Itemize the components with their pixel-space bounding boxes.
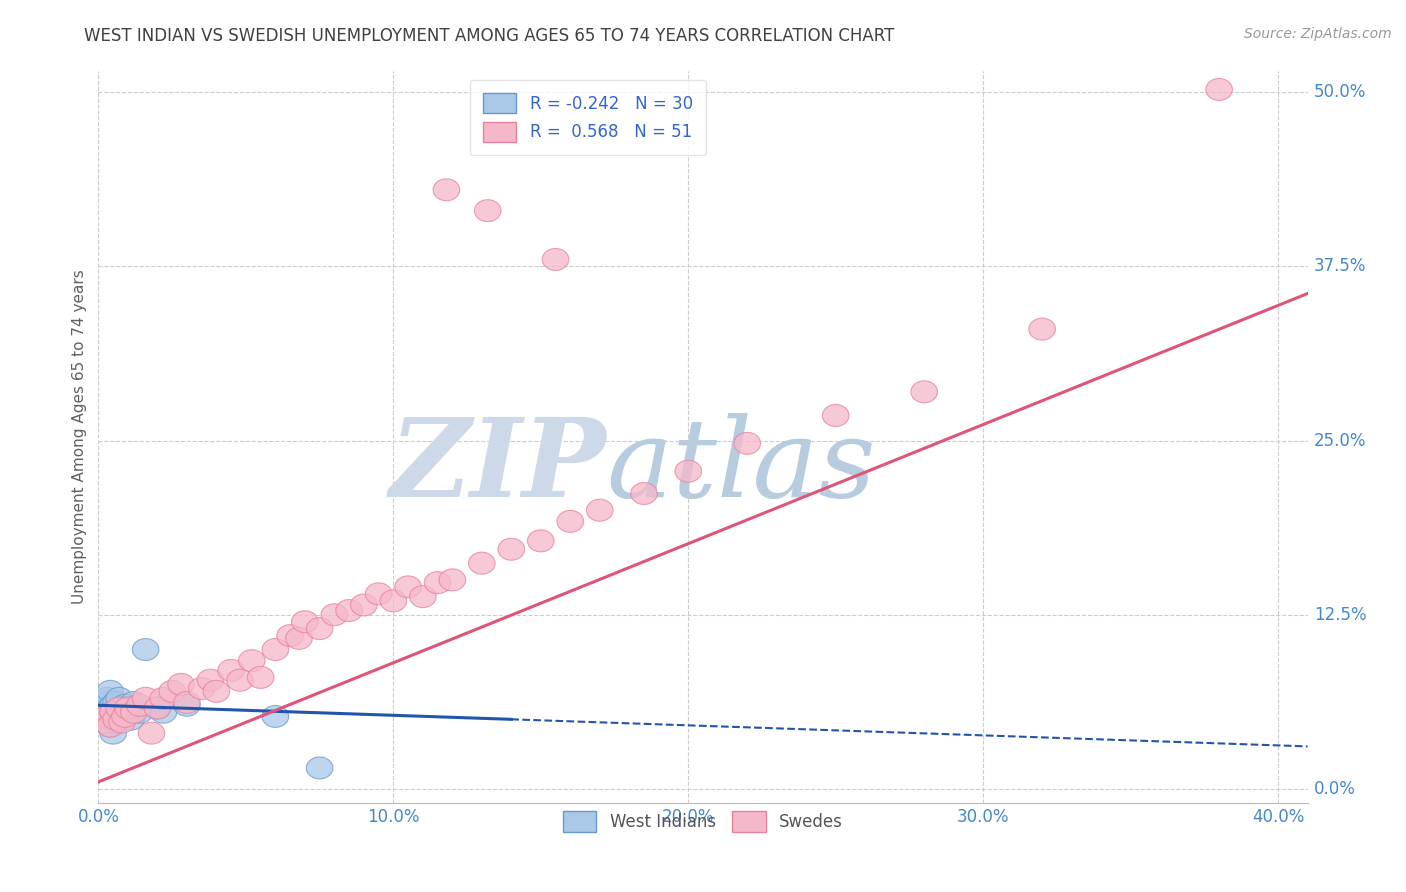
Ellipse shape (336, 599, 363, 622)
Ellipse shape (307, 617, 333, 640)
Ellipse shape (97, 715, 124, 737)
Ellipse shape (100, 701, 127, 723)
Ellipse shape (734, 433, 761, 454)
Ellipse shape (285, 627, 312, 649)
Ellipse shape (100, 706, 127, 727)
Ellipse shape (108, 706, 135, 727)
Ellipse shape (118, 708, 145, 731)
Ellipse shape (167, 673, 194, 696)
Ellipse shape (173, 694, 200, 716)
Ellipse shape (97, 681, 124, 702)
Ellipse shape (188, 678, 215, 699)
Ellipse shape (366, 582, 392, 605)
Ellipse shape (91, 691, 118, 714)
Ellipse shape (202, 681, 229, 702)
Ellipse shape (425, 572, 451, 594)
Ellipse shape (262, 706, 288, 727)
Ellipse shape (94, 701, 121, 723)
Ellipse shape (91, 708, 118, 731)
Ellipse shape (409, 586, 436, 607)
Text: ZIP: ZIP (389, 413, 606, 520)
Text: 0.0%: 0.0% (1313, 780, 1355, 797)
Ellipse shape (121, 691, 148, 714)
Text: 25.0%: 25.0% (1313, 432, 1367, 450)
Ellipse shape (103, 708, 129, 731)
Ellipse shape (100, 723, 127, 744)
Ellipse shape (103, 691, 129, 714)
Ellipse shape (100, 694, 127, 716)
Ellipse shape (132, 688, 159, 709)
Ellipse shape (150, 701, 177, 723)
Ellipse shape (159, 681, 186, 702)
Ellipse shape (111, 694, 138, 716)
Ellipse shape (143, 697, 170, 719)
Ellipse shape (321, 604, 347, 625)
Ellipse shape (527, 530, 554, 552)
Ellipse shape (97, 715, 124, 737)
Ellipse shape (105, 688, 132, 709)
Ellipse shape (91, 711, 118, 733)
Ellipse shape (468, 552, 495, 574)
Ellipse shape (150, 688, 177, 709)
Ellipse shape (103, 701, 129, 723)
Ellipse shape (127, 694, 153, 716)
Text: Source: ZipAtlas.com: Source: ZipAtlas.com (1244, 27, 1392, 41)
Ellipse shape (1206, 78, 1233, 101)
Ellipse shape (226, 669, 253, 691)
Ellipse shape (94, 706, 121, 727)
Ellipse shape (94, 688, 121, 709)
Ellipse shape (239, 649, 266, 672)
Text: 37.5%: 37.5% (1313, 258, 1367, 276)
Ellipse shape (138, 723, 165, 744)
Ellipse shape (586, 500, 613, 521)
Ellipse shape (173, 691, 200, 714)
Ellipse shape (132, 639, 159, 660)
Ellipse shape (143, 697, 170, 719)
Ellipse shape (108, 697, 135, 719)
Ellipse shape (105, 701, 132, 723)
Ellipse shape (197, 669, 224, 691)
Ellipse shape (97, 697, 124, 719)
Text: atlas: atlas (606, 413, 876, 520)
Ellipse shape (675, 460, 702, 483)
Ellipse shape (115, 697, 141, 719)
Legend: West Indians, Swedes: West Indians, Swedes (557, 805, 849, 838)
Ellipse shape (105, 697, 132, 719)
Ellipse shape (307, 757, 333, 779)
Ellipse shape (350, 594, 377, 616)
Ellipse shape (543, 249, 569, 270)
Ellipse shape (439, 569, 465, 591)
Y-axis label: Unemployment Among Ages 65 to 74 years: Unemployment Among Ages 65 to 74 years (72, 269, 87, 605)
Ellipse shape (127, 701, 153, 723)
Ellipse shape (262, 639, 288, 660)
Ellipse shape (247, 666, 274, 689)
Ellipse shape (94, 711, 121, 733)
Ellipse shape (911, 381, 938, 403)
Text: WEST INDIAN VS SWEDISH UNEMPLOYMENT AMONG AGES 65 TO 74 YEARS CORRELATION CHART: WEST INDIAN VS SWEDISH UNEMPLOYMENT AMON… (84, 27, 894, 45)
Ellipse shape (108, 711, 135, 733)
Ellipse shape (291, 611, 318, 632)
Ellipse shape (115, 701, 141, 723)
Ellipse shape (433, 178, 460, 201)
Ellipse shape (103, 711, 129, 733)
Ellipse shape (1029, 318, 1056, 340)
Text: 12.5%: 12.5% (1313, 606, 1367, 624)
Ellipse shape (380, 590, 406, 612)
Ellipse shape (395, 576, 422, 598)
Ellipse shape (474, 200, 501, 221)
Ellipse shape (823, 404, 849, 426)
Ellipse shape (111, 706, 138, 727)
Ellipse shape (557, 510, 583, 533)
Ellipse shape (89, 701, 115, 723)
Ellipse shape (498, 538, 524, 560)
Ellipse shape (277, 624, 304, 647)
Ellipse shape (631, 483, 658, 505)
Ellipse shape (218, 659, 245, 681)
Text: 50.0%: 50.0% (1313, 83, 1367, 102)
Ellipse shape (121, 701, 148, 723)
